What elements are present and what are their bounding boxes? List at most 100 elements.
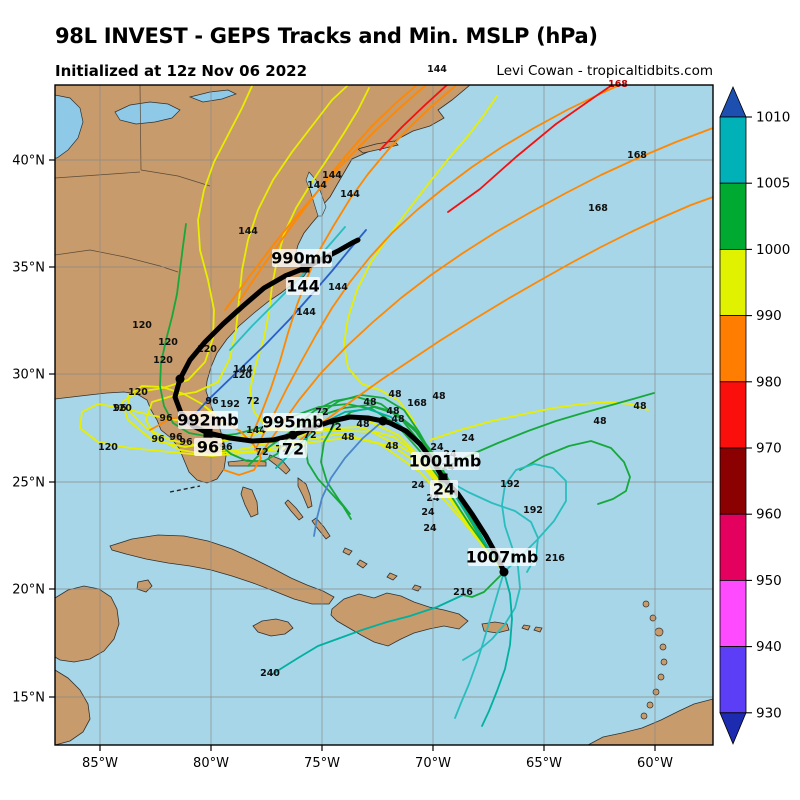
track-hour-label: 72 bbox=[255, 447, 268, 458]
colorbar-tick-label: 960 bbox=[756, 507, 782, 523]
y-tick-label: 25°N bbox=[12, 476, 45, 491]
small-island bbox=[640, 712, 648, 720]
small-island bbox=[646, 701, 654, 709]
small-island bbox=[659, 643, 667, 651]
track-hour-label: 24 bbox=[426, 493, 440, 504]
y-tick-label: 15°N bbox=[12, 691, 45, 706]
main-track-label-box bbox=[279, 440, 307, 458]
track-hour-label: 24 bbox=[461, 433, 475, 444]
colorbar-segment bbox=[719, 381, 747, 449]
page-title: 98L INVEST - GEPS Tracks and Min. MSLP (… bbox=[55, 24, 598, 48]
land-polygon bbox=[297, 477, 313, 509]
track-hour-label: 120 bbox=[232, 370, 252, 381]
ensemble-track bbox=[481, 571, 513, 727]
ensemble-track bbox=[121, 85, 505, 573]
colorbar-segment bbox=[719, 248, 747, 316]
ensemble-track bbox=[447, 85, 614, 213]
colorbar-arrow-up bbox=[719, 85, 747, 118]
land-polygon bbox=[109, 534, 335, 605]
main-track-label: 995mb bbox=[262, 413, 324, 432]
track-hour-label: 48 bbox=[363, 397, 377, 408]
colorbar-segment bbox=[719, 315, 747, 383]
colorbar-segment bbox=[719, 116, 747, 184]
track-hour-label: 120 bbox=[112, 403, 132, 414]
track-hour-label: 216 bbox=[545, 553, 565, 564]
track-hour-label: 168 bbox=[588, 203, 608, 214]
main-track-marker-square bbox=[203, 428, 213, 438]
track-hour-label: 192 bbox=[523, 505, 543, 516]
land-polygon bbox=[533, 626, 543, 633]
ensemble-track bbox=[519, 440, 631, 505]
ensemble-track bbox=[184, 229, 367, 426]
land-polygon bbox=[55, 85, 471, 484]
land-polygon bbox=[240, 486, 259, 518]
main-track-label: 992mb bbox=[177, 411, 239, 430]
track-hour-label: 96 bbox=[113, 403, 127, 414]
ensemble-track bbox=[299, 196, 713, 441]
track-hour-label: 72 bbox=[246, 396, 259, 407]
colorbar-tick-label: 980 bbox=[756, 374, 782, 390]
track-hour-label: 96 bbox=[169, 432, 183, 443]
track-hour-label: 144 bbox=[328, 282, 348, 293]
main-track-label-box bbox=[178, 411, 238, 429]
ensemble-track bbox=[442, 477, 539, 573]
ensemble-track bbox=[429, 401, 649, 441]
main-track-marker-square bbox=[300, 263, 310, 273]
main-track-label-box bbox=[468, 548, 536, 566]
state-border bbox=[55, 171, 141, 179]
land-polygon bbox=[55, 669, 91, 745]
land-polygon bbox=[55, 585, 120, 663]
land-polygon bbox=[356, 559, 368, 569]
y-tick-label: 40°N bbox=[12, 154, 45, 169]
ensemble-track bbox=[249, 85, 458, 441]
ensemble-track bbox=[224, 85, 428, 311]
ensemble-track bbox=[439, 392, 655, 471]
track-hour-label: 144 bbox=[233, 364, 253, 375]
x-tick-label: 65°W bbox=[526, 756, 562, 771]
track-hour-label: 120 bbox=[98, 442, 118, 453]
track-hour-label: 48 bbox=[633, 401, 647, 412]
colorbar-segment bbox=[719, 447, 747, 515]
main-track-label-box bbox=[430, 480, 458, 498]
ensemble-track bbox=[379, 85, 449, 151]
colorbar-tick-label: 940 bbox=[756, 639, 782, 655]
track-hour-label: 144 bbox=[427, 64, 447, 75]
colorbar-arrow-down bbox=[719, 712, 747, 745]
track-hour-label: 48 bbox=[386, 406, 400, 417]
track-hour-label: 144 bbox=[307, 180, 327, 191]
track-hour-label: 96 bbox=[151, 434, 165, 445]
track-hour-label: 192 bbox=[500, 479, 520, 490]
main-track-label-box bbox=[194, 438, 222, 456]
ensemble-track bbox=[462, 571, 505, 598]
track-hour-label: 216 bbox=[453, 587, 473, 598]
ensemble-track bbox=[270, 594, 464, 676]
ensemble-track bbox=[313, 420, 384, 537]
main-track-marker-circle bbox=[288, 430, 298, 440]
ensemble-track bbox=[259, 127, 713, 456]
track-hour-label: 48 bbox=[385, 441, 399, 452]
main-track-label-box bbox=[411, 452, 479, 470]
land-polygon bbox=[521, 624, 531, 631]
colorbar: 1010 1005 1000 990 980 970 960 950 940 930 bbox=[719, 85, 790, 745]
colorbar-segment bbox=[719, 182, 747, 250]
track-hour-label: 240 bbox=[260, 668, 280, 679]
main-track-label: 24 bbox=[433, 480, 455, 499]
state-border bbox=[140, 169, 211, 187]
ensemble-track bbox=[249, 87, 505, 573]
track-hour-label: 168 bbox=[627, 150, 647, 161]
main-track-marker-square bbox=[438, 473, 448, 483]
x-tick-label: 75°W bbox=[304, 756, 340, 771]
x-tick-label: 60°W bbox=[637, 756, 673, 771]
land-polygon bbox=[386, 572, 398, 581]
plot-frame bbox=[54, 84, 714, 746]
track-hour-label: 48 bbox=[391, 414, 405, 425]
land-polygon bbox=[284, 499, 304, 521]
track-hour-label: 144 bbox=[238, 226, 258, 237]
track-hour-label: 120 bbox=[132, 320, 152, 331]
colorbar-segment bbox=[719, 513, 747, 581]
colorbar-tick-label: 990 bbox=[756, 308, 782, 324]
track-hour-label: 120 bbox=[153, 355, 173, 366]
main-track-marker-circle bbox=[175, 374, 185, 384]
x-tick-label: 70°W bbox=[415, 756, 451, 771]
